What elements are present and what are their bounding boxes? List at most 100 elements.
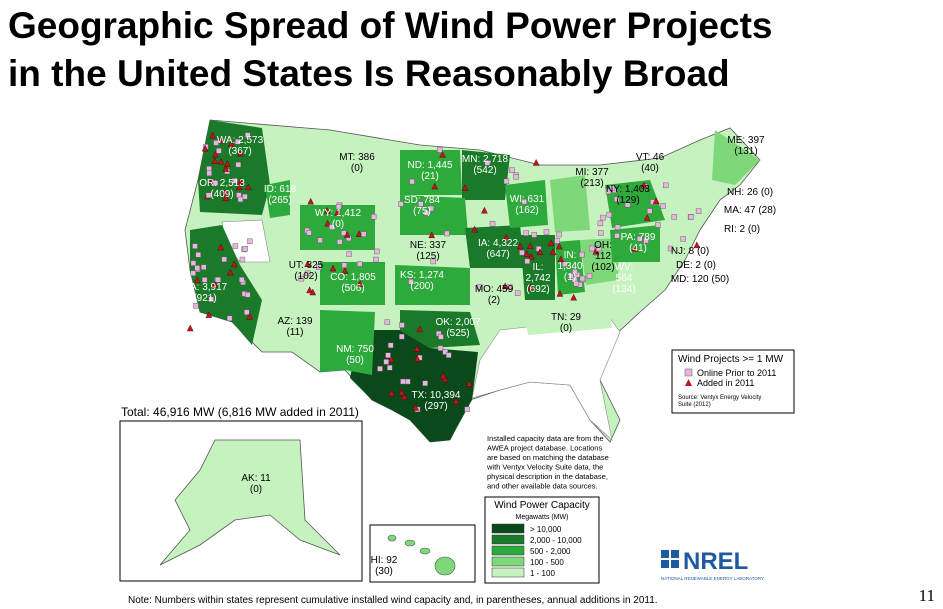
online-marker (232, 178, 238, 184)
online-marker (244, 309, 250, 315)
online-marker (399, 333, 405, 340)
online-marker (374, 248, 380, 255)
logo-text: NREL (683, 548, 748, 575)
legend-swatch (684, 368, 693, 377)
added-marker (465, 380, 473, 387)
online-marker (195, 252, 201, 258)
state-label: (0) (560, 323, 572, 334)
online-marker (201, 264, 207, 270)
added-marker (309, 288, 317, 296)
online-marker (477, 284, 483, 290)
method-note: Installed capacity data are from theAWEA… (486, 434, 609, 491)
added-marker (237, 149, 244, 157)
added-marker (452, 397, 460, 405)
state-label: NM: 750 (336, 344, 374, 355)
online-marker (444, 230, 450, 237)
added-marker (549, 248, 557, 256)
online-marker (597, 220, 604, 227)
added-marker (570, 293, 577, 301)
nrel-logo: NREL NATIONAL RENEWABLE ENERGY LABORATOR… (661, 548, 764, 581)
online-marker (503, 178, 510, 185)
online-marker (554, 238, 560, 244)
online-marker (201, 277, 208, 283)
online-marker (298, 275, 305, 282)
added-marker (398, 388, 405, 396)
added-marker (387, 355, 395, 363)
added-marker (413, 344, 421, 352)
added-marker (471, 225, 478, 233)
added-marker (193, 276, 201, 284)
online-marker (606, 211, 612, 218)
online-marker (341, 262, 348, 268)
added-marker (323, 207, 331, 214)
state-label: (213) (580, 178, 603, 189)
legend-label: 100 - 500 (530, 558, 564, 567)
state-label: (75) (413, 206, 431, 217)
online-marker (216, 148, 222, 154)
online-marker (400, 378, 406, 385)
added-marker (221, 188, 229, 196)
projects-legend (671, 349, 795, 414)
added-marker (343, 231, 351, 238)
state-label: CA: 3,917 (183, 282, 228, 293)
state-label: 1,340 (557, 261, 582, 272)
state-label: (134) (612, 284, 635, 295)
online-marker (208, 296, 214, 302)
state-label: (409) (210, 189, 233, 200)
state-label: TN: 29 (551, 312, 581, 323)
note-line: and other available data sources. (487, 482, 598, 491)
state-label: AK: 11 (241, 473, 271, 484)
legend-label: 1 - 100 (530, 569, 555, 578)
added-marker (245, 183, 252, 191)
added-marker (516, 242, 524, 250)
added-marker (226, 268, 234, 276)
added-marker (401, 393, 408, 400)
added-marker (211, 157, 219, 164)
legend-swatch (491, 556, 525, 567)
online-marker (598, 230, 604, 236)
added-marker (356, 280, 364, 287)
state-label: (131) (734, 146, 757, 157)
added-marker (230, 260, 238, 268)
state-label: OR: 2,513 (199, 178, 245, 189)
state-label: ME: 397 (727, 135, 765, 146)
state-label: (2) (488, 295, 500, 306)
online-marker (423, 210, 430, 216)
state-label: IA: 4,322 (478, 238, 518, 249)
online-marker (357, 261, 363, 267)
online-marker (624, 201, 631, 208)
online-marker (239, 256, 246, 263)
added-marker (222, 165, 230, 172)
online-marker (695, 208, 702, 214)
online-marker (388, 342, 394, 349)
online-marker (514, 290, 521, 296)
online-marker (523, 230, 529, 236)
page-number: 11 (919, 586, 935, 605)
capacity-legend-items: > 10,000 2,000 - 10,000 500 - 2,000 100 - 5… (491, 523, 582, 578)
state-label: 112 (595, 251, 611, 262)
state-label: DE: 2 (0) (676, 260, 716, 271)
online-marker (614, 196, 620, 202)
state-label: MT: 386 (339, 152, 375, 163)
online-marker (614, 224, 621, 230)
state-label: MO: 459 (475, 284, 514, 295)
online-marker (242, 245, 248, 252)
alaska-inset (119, 420, 363, 582)
added-marker (640, 181, 648, 189)
state-label: (162) (515, 205, 538, 216)
added-marker (186, 324, 194, 332)
state-label: HI: 92 (371, 555, 398, 566)
legend-swatch (491, 545, 525, 556)
state-label: NE: 337 (410, 240, 447, 251)
added-marker (246, 312, 254, 320)
legend-swatch (491, 523, 525, 534)
added-marker (428, 231, 436, 239)
online-marker (346, 251, 352, 257)
state-label: (647) (486, 249, 509, 260)
online-marker (304, 270, 311, 276)
state-label: 2,742 (525, 273, 550, 284)
added-marker (440, 372, 447, 380)
added-marker (306, 286, 313, 294)
online-marker (235, 161, 242, 168)
